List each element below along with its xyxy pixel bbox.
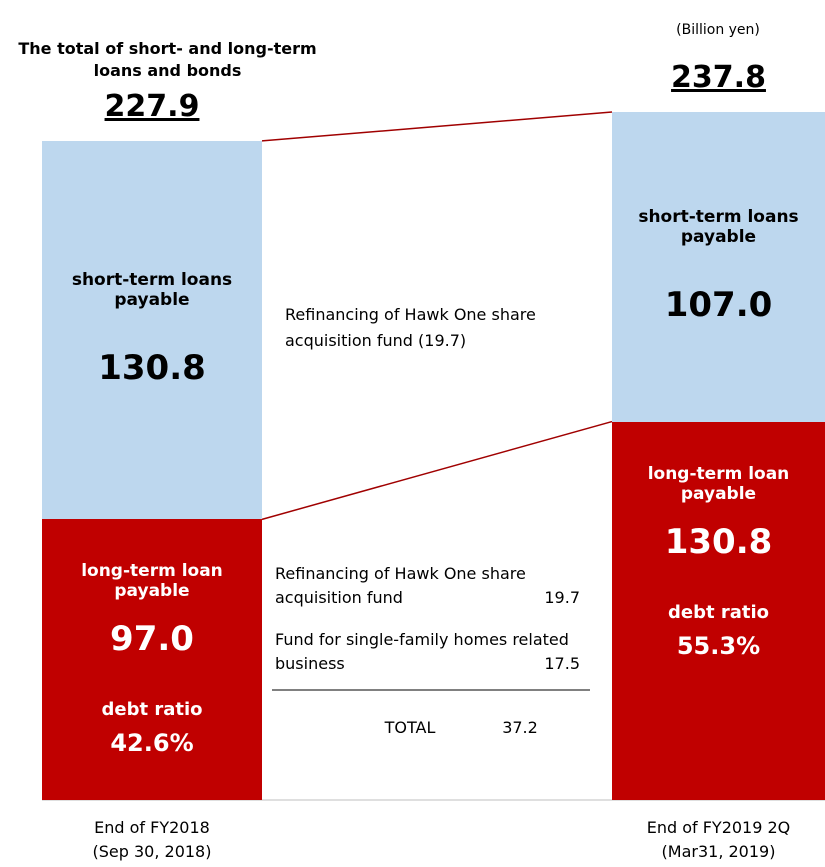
series-label: long-term loan payable [647,463,790,504]
value-label: 107.0 [664,284,773,325]
series-label: short-term loans payable [638,206,799,247]
value-label: 97.0 [110,619,194,660]
table-text: Refinancing of Hawk One share acquisitio… [275,564,526,607]
bar-segment [612,421,825,800]
total-label: 237.8 [671,60,766,95]
value-label: 130.8 [664,521,773,562]
x-tick-label: End of FY2018 [94,818,210,837]
bar-segment [612,112,825,422]
annotation: Refinancing of Hawk One share acquisitio… [285,305,536,350]
value-label: 130.8 [98,348,206,389]
table-total-value: 37.2 [502,718,538,737]
series-label: long-term loan payable [81,561,223,602]
bar-segment [42,519,262,800]
debt-ratio-label: debt ratio [101,699,203,721]
total-label: 227.9 [104,88,200,124]
table-total-label: TOTAL [384,718,436,737]
x-tick-label: End of FY2019 2Q [646,818,791,837]
unit-label: (Billion yen) [676,22,760,38]
x-tick-label: (Mar31, 2019) [661,842,776,861]
table-value: 19.7 [520,586,580,610]
debt-ratio-label: debt ratio [667,601,769,623]
x-tick-label: (Sep 30, 2018) [92,842,212,861]
debt-ratio-value: 55.3% [676,631,761,660]
debt-ratio-value: 42.6% [110,729,194,758]
connector [261,420,613,521]
table-text: Fund for single-family homes related bus… [275,630,569,673]
table-value: 17.5 [520,652,580,676]
bar-segment [42,140,262,520]
connector [261,111,613,142]
chart-title: The total of short- and long-term loans … [18,39,317,80]
series-label: short-term loans payable [71,270,233,311]
